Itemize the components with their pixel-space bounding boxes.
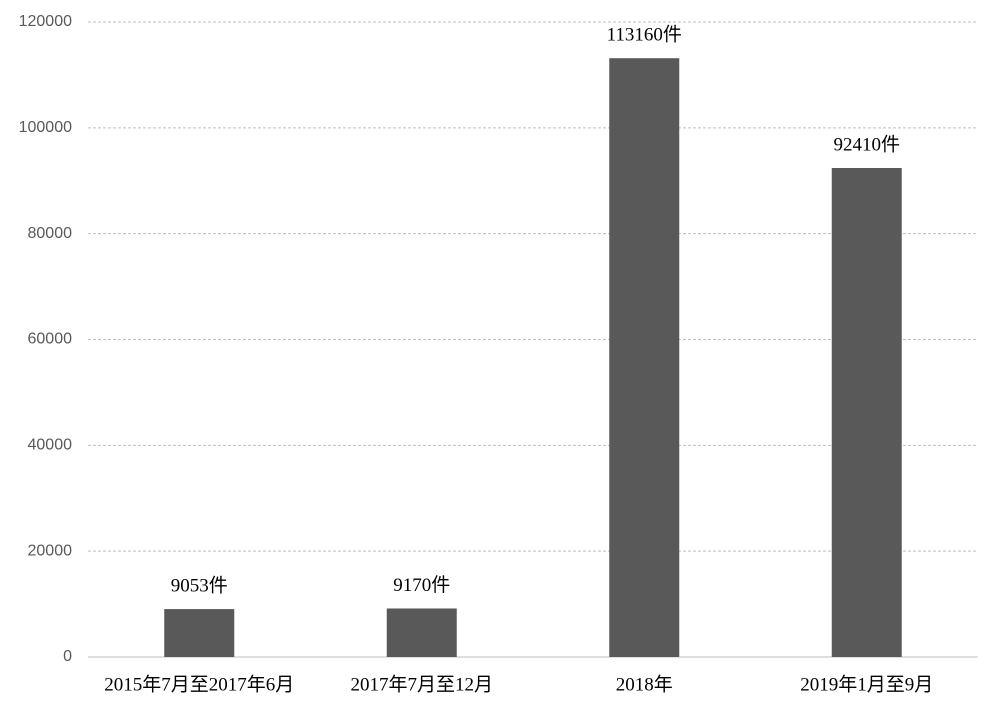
value-label: 9170件 — [393, 574, 450, 596]
y-tick-label: 40000 — [28, 437, 73, 454]
y-tick-label: 120000 — [19, 13, 72, 30]
x-tick-label: 2019年1月至9月 — [800, 673, 933, 695]
value-label: 113160件 — [607, 24, 682, 46]
x-tick-label: 2017年7月至12月 — [350, 673, 493, 695]
y-tick-label: 20000 — [28, 542, 73, 559]
bar — [164, 609, 235, 657]
bar — [386, 608, 457, 657]
y-tick-label: 60000 — [28, 331, 73, 348]
bar — [609, 58, 680, 657]
x-tick-label: 2015年7月至2017年6月 — [104, 673, 294, 695]
y-tick-label: 80000 — [28, 225, 73, 242]
y-tick-label: 100000 — [19, 119, 72, 136]
y-tick-label: 0 — [63, 648, 72, 665]
value-label: 92410件 — [833, 133, 900, 155]
bar — [831, 167, 902, 658]
x-tick-label: 2018年 — [616, 673, 673, 695]
value-label: 9053件 — [171, 574, 228, 596]
